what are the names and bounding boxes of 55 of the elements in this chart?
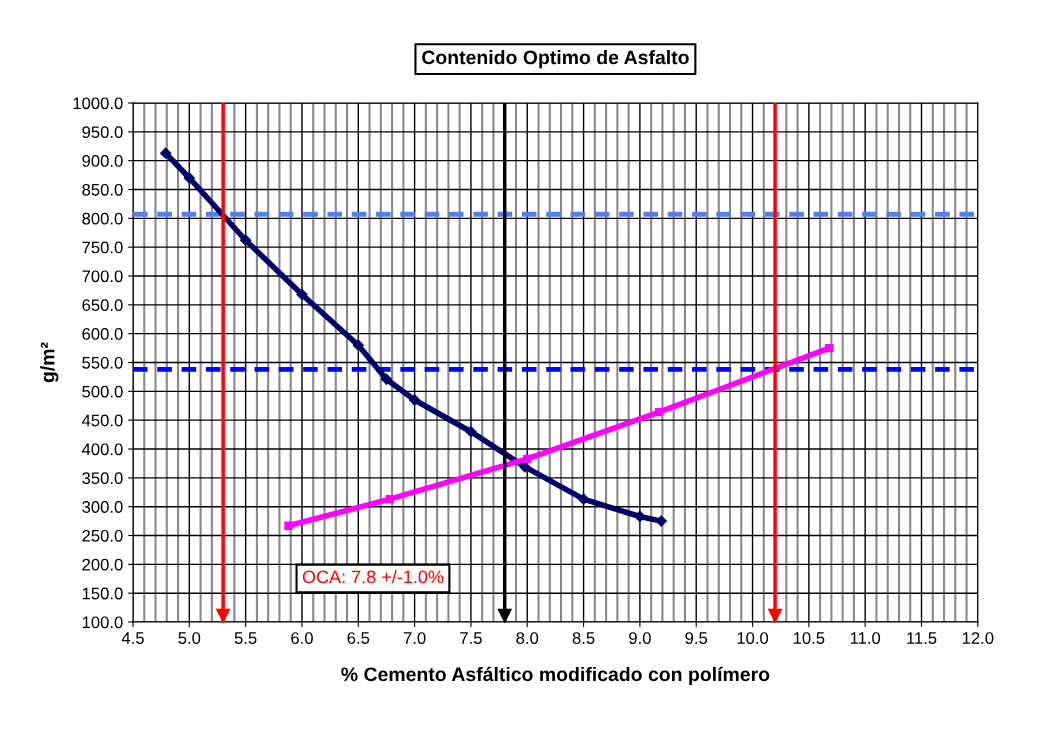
point [634, 510, 646, 523]
point [655, 515, 667, 527]
x-tick-label: 6.0 [291, 632, 313, 644]
point [183, 172, 195, 184]
y-tick-label: 150.0 [82, 587, 123, 600]
y-tick-label: 700.0 [82, 270, 123, 283]
point [519, 461, 531, 473]
x-tick-label: 4.5 [121, 632, 144, 644]
x-tick-label: 11.0 [850, 632, 881, 644]
y-tick-label: 550.0 [82, 356, 123, 369]
point [240, 234, 252, 246]
x-tick-label: 5.5 [234, 632, 257, 644]
y-axis-title: g/m² [40, 342, 59, 383]
y-tick-label: 800.0 [82, 212, 123, 225]
y-tick-label: 600.0 [82, 328, 123, 340]
y-tick-label: 750.0 [82, 241, 123, 254]
x-tick-label: 10.5 [793, 632, 825, 644]
point [160, 147, 172, 159]
point [523, 454, 532, 463]
y-tick-label: 300.0 [82, 501, 123, 513]
y-tick-label: 1000.0 [73, 97, 123, 110]
x-axis-title: % Cemento Asfáltico modificado con polímero [341, 666, 770, 686]
y-tick-label: 200.0 [82, 558, 123, 571]
y-tick-label: 900.0 [82, 155, 123, 167]
point [284, 521, 293, 530]
point [824, 343, 834, 353]
y-tick-label: 450.0 [81, 414, 123, 427]
y-tick-label: 500.0 [82, 385, 123, 398]
x-tick-label: 12.0 [962, 632, 994, 644]
point [654, 407, 664, 417]
y-tick-label: 650.0 [82, 299, 123, 312]
x-tick-label: 6.5 [347, 632, 370, 644]
x-tick-label: 7.5 [460, 632, 482, 644]
chart-title: Contenido Optimo de Asfalto [422, 50, 689, 69]
point [385, 495, 394, 504]
y-tick-label: 250.0 [82, 529, 123, 542]
y-tick-label: 100.0 [82, 616, 123, 629]
y-tick-label: 400.0 [81, 443, 123, 456]
y-tick-label: 850.0 [82, 183, 123, 196]
x-tick-label: 11.5 [907, 632, 937, 644]
x-tick-label: 7.0 [403, 632, 426, 644]
point [409, 394, 421, 406]
x-tick-label: 10.0 [737, 632, 769, 644]
x-tick-label: 9.0 [629, 632, 651, 644]
x-tick-label: 8.5 [572, 632, 595, 644]
x-tick-label: 8.0 [516, 632, 539, 644]
point [380, 373, 393, 385]
point [296, 288, 308, 301]
annotation: OCA: 7.8 +/-1.0% [302, 570, 444, 584]
y-tick-label: 950.0 [82, 126, 123, 139]
point [465, 426, 477, 438]
point [352, 339, 364, 351]
x-tick-label: 5.0 [178, 632, 201, 644]
y-tick-label: 350.0 [82, 472, 123, 485]
x-tick-label: 9.5 [685, 632, 708, 644]
